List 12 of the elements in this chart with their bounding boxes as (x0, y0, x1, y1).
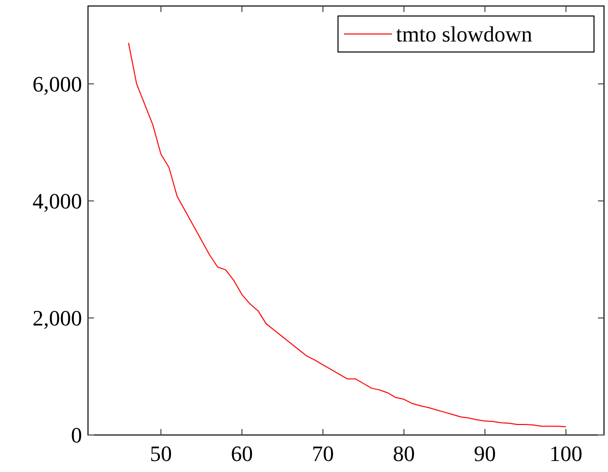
x-tick-label: 100 (549, 441, 582, 466)
y-tick-label: 0 (71, 422, 82, 448)
y-tick-label: 2,000 (32, 306, 82, 331)
y-tick-label: 4,000 (32, 188, 82, 214)
x-tick-label: 80 (392, 441, 415, 466)
legend-label: tmto slowdown (396, 22, 532, 47)
x-tick-label: 60 (230, 441, 253, 466)
line-series (128, 42, 566, 428)
x-tick-label: 70 (312, 441, 334, 466)
x-tick-label: 50 (150, 441, 172, 466)
y-tick-label: 6,000 (32, 72, 82, 97)
x-tick-label: 90 (474, 441, 496, 466)
